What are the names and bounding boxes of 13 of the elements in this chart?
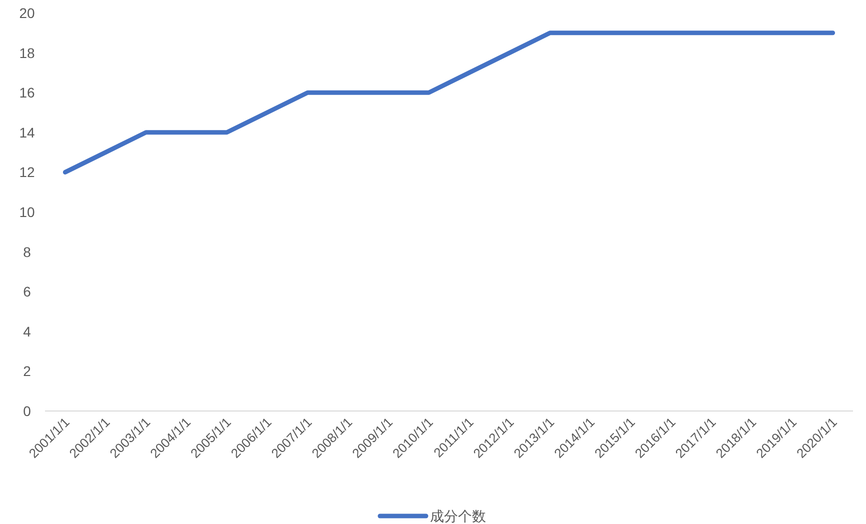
y-tick-label: 4 <box>23 323 32 340</box>
y-tick-label: 14 <box>19 124 35 140</box>
y-tick-label: 16 <box>19 84 35 101</box>
y-tick-label: 6 <box>23 284 32 300</box>
y-tick-label: 8 <box>23 244 32 260</box>
legend-label: 成分个数 <box>430 508 486 524</box>
y-tick-label: 12 <box>19 164 35 180</box>
line-series <box>62 30 836 174</box>
y-tick-label: 20 <box>19 5 35 21</box>
y-tick-label: 0 <box>23 403 32 419</box>
y-tick-label: 10 <box>19 204 35 220</box>
y-tick-label: 18 <box>19 44 35 61</box>
y-tick-label: 2 <box>23 363 32 380</box>
